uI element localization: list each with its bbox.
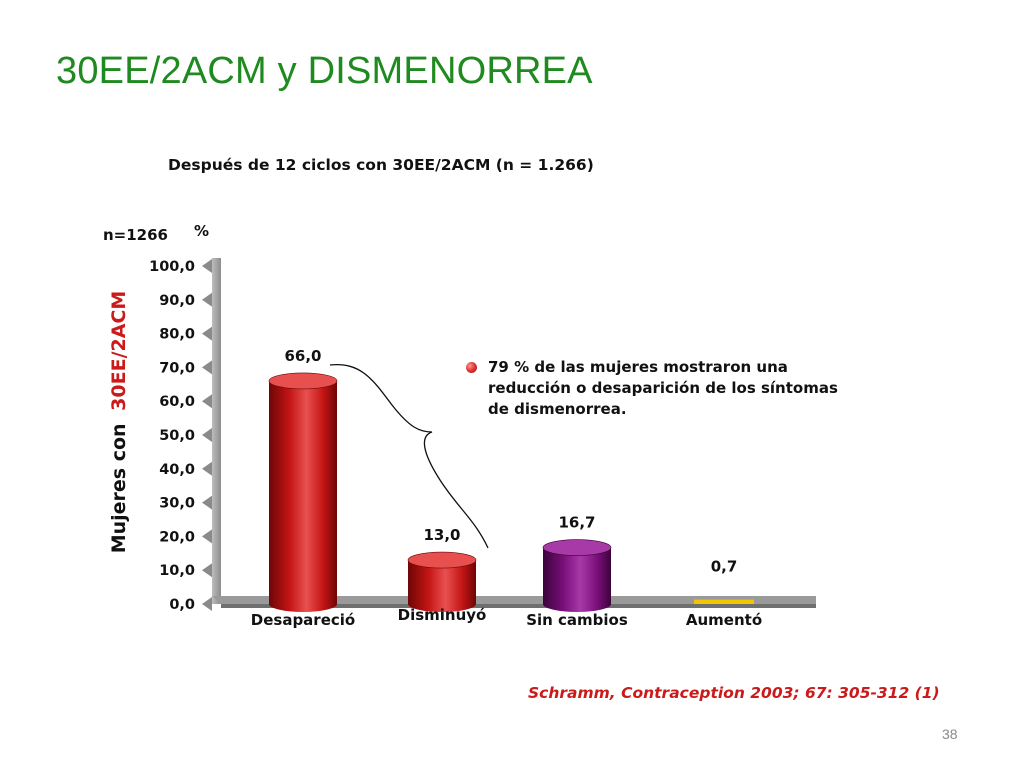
chart-subtitle: Después de 12 ciclos con 30EE/2ACM (n = … [168,156,594,174]
y-tick-mark [202,259,212,273]
n-label: n=1266 [103,226,168,244]
bar-top [407,551,477,569]
y-tick-mark [202,529,212,544]
x-axis-floor-edge [221,604,816,608]
bar-top [268,372,338,390]
y-tick-label: 0,0 [169,597,195,613]
y-tick-mark [202,292,212,307]
data-label: 66,0 [284,347,321,365]
y-tick-mark [202,461,212,476]
slide-title: 30EE/2ACM y DISMENORREA [56,50,593,92]
data-label: 13,0 [423,526,460,544]
y-tick-label: 10,0 [159,563,195,579]
y-tick-label: 20,0 [159,529,195,545]
y-tick-label: 40,0 [159,462,195,478]
bar [543,547,611,612]
y-tick-mark [202,360,212,375]
y-axis-title: Mujeres con 30EE/2ACM [108,291,130,554]
x-tick-label: Disminuyó [398,606,487,624]
y-tick-label: 70,0 [159,360,195,376]
y-tick-label: 80,0 [159,327,195,343]
data-label: 16,7 [558,514,595,532]
y-tick-label: 50,0 [159,428,195,444]
bracket [329,364,489,549]
callout-note: 79 % de las mujeres mostraron una reducc… [488,358,838,418]
y-tick-mark [202,326,212,341]
y-tick-label: 30,0 [159,496,195,512]
bar [408,560,476,612]
data-label: 0,7 [711,558,738,576]
y-axis-title-highlight: 30EE/2ACM [108,291,130,411]
x-tick-label: Sin cambios [526,611,628,629]
y-tick-mark [202,597,212,611]
bullet-icon [466,362,477,373]
y-axis-wall [212,258,221,604]
page-number: 38 [942,726,958,742]
y-axis-title-prefix: Mujeres con [108,423,130,553]
x-tick-label: Aumentó [686,611,762,629]
y-tick-mark [202,428,212,442]
bar [269,380,337,612]
bar [694,599,754,604]
y-tick-mark [202,563,212,578]
bar-top [542,539,612,556]
x-tick-label: Desapareció [251,611,355,629]
y-tick-mark [202,394,212,409]
y-tick-label: 90,0 [159,293,195,309]
citation: Schramm, Contraception 2003; 67: 305-312… [528,684,940,702]
unit-label: % [194,222,209,240]
x-axis-floor [212,596,816,604]
y-tick-mark [202,495,212,510]
y-tick-label: 60,0 [159,394,195,410]
y-tick-label: 100,0 [149,259,195,275]
